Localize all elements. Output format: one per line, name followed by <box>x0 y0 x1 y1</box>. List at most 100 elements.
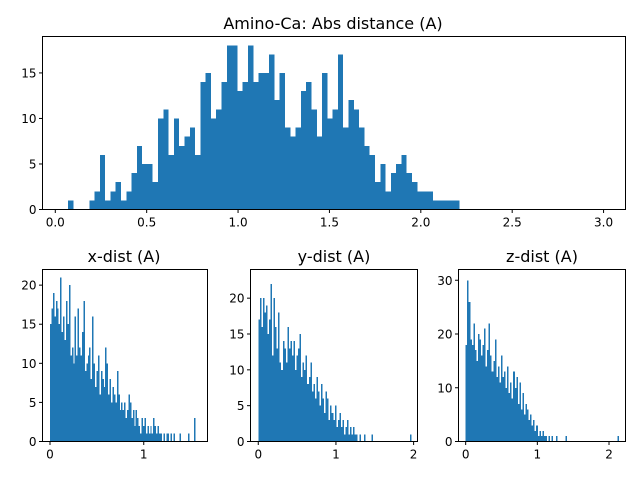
y-histogram-bar <box>268 319 271 442</box>
abs-histogram-bar <box>306 82 312 210</box>
y-histogram-bar <box>276 348 279 442</box>
y-histogram-bar <box>285 362 288 442</box>
z-histogram-bar <box>551 436 554 442</box>
x-histogram-bar <box>141 418 143 442</box>
x-histogram-bar <box>103 386 106 442</box>
x-histogram-bar <box>92 316 94 442</box>
y-histogram-bar <box>304 369 306 442</box>
z-histogram-bar <box>488 323 491 442</box>
z-histogram-bar <box>527 409 529 442</box>
abs-histogram-bar <box>274 100 280 210</box>
x-histogram-bar <box>125 418 128 442</box>
x-histogram-bar <box>76 355 78 442</box>
x-histogram-bar <box>144 418 146 442</box>
z-histogram-bar <box>508 393 511 442</box>
y-histogram-bar <box>350 427 352 442</box>
y-dist-bars <box>258 283 412 442</box>
x-histogram-bar <box>193 418 196 442</box>
abs-histogram-bar <box>353 109 360 210</box>
x-histogram-bar <box>105 347 107 442</box>
z-histogram-bar <box>517 403 520 442</box>
x-histogram-bar <box>167 433 170 442</box>
x-histogram-bar <box>109 378 112 442</box>
abs-histogram-bar <box>433 200 439 210</box>
abs-x-tick-label: 0.5 <box>137 216 156 230</box>
x-histogram-bar <box>170 433 173 442</box>
z-x-tick-label: 1 <box>534 448 542 462</box>
y-y-tick-label: 5 <box>237 399 245 413</box>
y-histogram-bar <box>313 384 315 442</box>
x-histogram-bar <box>129 402 132 442</box>
z-histogram-bar <box>617 436 620 442</box>
y-histogram-bar <box>258 319 260 442</box>
x-histogram-bar <box>83 300 85 442</box>
abs-histogram-bar <box>253 82 259 210</box>
x-histogram-bar <box>65 300 68 442</box>
y-histogram-bar <box>351 434 354 442</box>
y-histogram-bar <box>284 348 286 442</box>
abs-distance-title: Amino-Ca: Abs distance (A) <box>223 14 442 33</box>
abs-histogram-bar <box>269 54 275 210</box>
x-histogram-bar <box>73 363 75 442</box>
abs-histogram-bar <box>454 200 460 210</box>
abs-histogram-bar <box>422 191 428 210</box>
abs-histogram-bar <box>300 91 307 210</box>
y-x-tick-label: 0 <box>254 448 262 462</box>
z-histogram-bar <box>477 334 480 442</box>
y-histogram-bar <box>302 362 305 442</box>
abs-histogram-bar <box>94 191 100 210</box>
x-histogram-bar <box>145 433 148 442</box>
x-histogram-bar <box>87 355 90 442</box>
x-histogram-bar <box>166 433 168 442</box>
y-histogram-bar <box>345 427 348 442</box>
abs-y-tick-label: 10 <box>21 112 36 126</box>
y-histogram-bar <box>279 362 282 442</box>
y-histogram-bar <box>278 312 280 442</box>
abs-histogram-bar <box>449 200 455 210</box>
abs-y-tick-label: 5 <box>29 157 37 171</box>
abs-histogram-bar <box>226 45 233 210</box>
x-histogram-bar <box>115 402 117 442</box>
y-histogram-bar <box>356 434 358 442</box>
abs-x-tick-label: 1.5 <box>320 216 339 230</box>
z-histogram-bar <box>500 355 503 442</box>
x-histogram-bar <box>124 402 126 442</box>
x-histogram-bar <box>74 316 77 442</box>
y-histogram-bar <box>340 427 343 442</box>
y-histogram-bar <box>282 341 285 442</box>
z-dist-bars <box>465 280 620 442</box>
z-histogram-bar <box>513 371 515 442</box>
y-dist-plot-frame <box>250 269 418 442</box>
x-histogram-bar <box>67 324 69 442</box>
z-histogram-bar <box>476 360 478 442</box>
x-histogram-bar <box>96 371 98 442</box>
z-histogram-bar <box>537 436 540 442</box>
y-histogram-bar <box>290 341 292 442</box>
z-histogram-bar <box>481 355 483 442</box>
x-histogram-bar <box>173 433 175 442</box>
y-histogram-bar <box>337 420 340 442</box>
x-histogram-bar <box>138 425 141 442</box>
abs-histogram-bar <box>115 182 121 210</box>
y-histogram-bar <box>299 334 302 442</box>
z-y-tick-label: 20 <box>437 328 452 342</box>
z-histogram-bar <box>519 382 521 442</box>
abs-histogram-bar <box>242 82 248 210</box>
z-histogram-bar <box>510 382 512 442</box>
x-histogram-bar <box>163 433 165 442</box>
x-histogram-bar <box>156 433 158 442</box>
abs-y-tick-label: 15 <box>21 66 36 80</box>
y-histogram-bar <box>342 420 344 442</box>
y-dist-title: y-dist (A) <box>298 247 371 266</box>
x-histogram-bar <box>112 386 114 442</box>
z-histogram-bar <box>474 350 477 442</box>
x-histogram-bar <box>151 433 154 442</box>
z-dist-title: z-dist (A) <box>506 247 578 266</box>
z-histogram-bar <box>487 350 489 442</box>
y-histogram-bar <box>291 355 294 442</box>
z-histogram-bar <box>499 382 501 442</box>
abs-histogram-bar <box>184 136 190 210</box>
y-y-tick-label: 10 <box>229 363 244 377</box>
y-histogram-bar <box>281 369 283 442</box>
